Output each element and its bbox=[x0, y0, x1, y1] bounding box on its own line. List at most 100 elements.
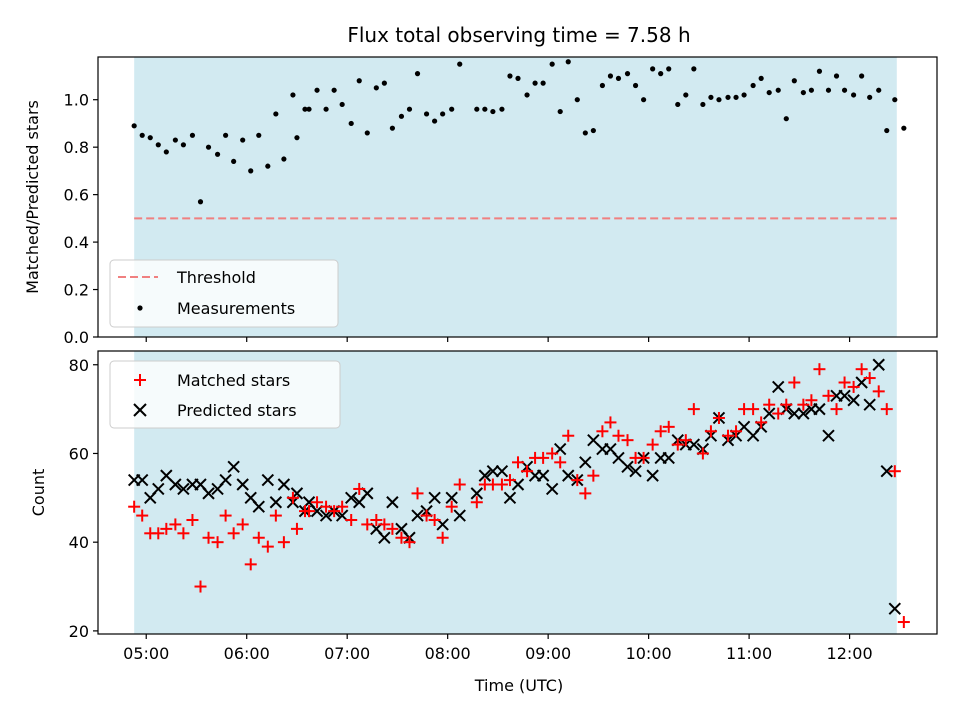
predicted-star-point bbox=[888, 602, 902, 615]
matched-star-point bbox=[797, 398, 810, 411]
predicted-star-point bbox=[428, 491, 441, 505]
measurement-point bbox=[808, 87, 815, 93]
matched-star-point bbox=[269, 509, 282, 522]
measurement-point bbox=[515, 75, 521, 81]
measurement-point bbox=[800, 89, 806, 96]
measurement-point bbox=[507, 73, 513, 79]
predicted-star-point bbox=[495, 465, 509, 478]
legend-box bbox=[109, 360, 341, 429]
measurement-point bbox=[716, 97, 722, 103]
measurement-point bbox=[632, 82, 639, 89]
matched-star-point bbox=[562, 429, 575, 442]
measurement-point bbox=[758, 75, 764, 81]
x-axis-ticks bbox=[145, 337, 851, 342]
matched-star-point bbox=[445, 500, 458, 513]
measurement-point bbox=[414, 71, 421, 77]
matched-star-point bbox=[654, 425, 667, 438]
matched-star-point bbox=[453, 478, 466, 491]
matched-star-point bbox=[646, 438, 659, 451]
predicted-star-point bbox=[813, 402, 826, 416]
measurement-point bbox=[650, 66, 656, 72]
matched-star-point bbox=[336, 500, 349, 513]
matched-star-point bbox=[361, 518, 374, 531]
matched-star-point bbox=[838, 376, 851, 389]
measurement-point bbox=[851, 92, 857, 98]
plot-frame bbox=[97, 56, 938, 338]
matched-star-point bbox=[621, 434, 634, 447]
count-panel: 20 40 60 80 05:00 06:00 07:00 08:00 09:00 10:00 1… bbox=[29, 350, 938, 695]
matched-star-point bbox=[252, 531, 265, 544]
y-tick-label: 0.0 bbox=[64, 328, 89, 347]
matched-star-point bbox=[152, 527, 165, 540]
measurement-point bbox=[457, 61, 463, 67]
measurement-point bbox=[750, 82, 756, 89]
matched-star-point bbox=[847, 380, 860, 393]
measurement-point bbox=[666, 66, 672, 72]
measurement-point bbox=[131, 123, 137, 129]
measurement-point bbox=[306, 106, 312, 112]
predicted-star-point bbox=[863, 398, 876, 411]
predicted-star-point bbox=[838, 389, 851, 403]
matched-star-point bbox=[160, 522, 173, 535]
matched-star-point bbox=[671, 438, 684, 451]
legend-measurements-label: Measurements bbox=[177, 299, 295, 318]
measurement-point bbox=[189, 132, 196, 138]
predicted-star-point bbox=[629, 465, 642, 478]
matched-star-point bbox=[470, 496, 483, 509]
measurement-point bbox=[607, 73, 614, 79]
x-tick-label: 12:00 bbox=[827, 644, 873, 663]
plot-frame bbox=[97, 350, 938, 635]
predicted-star-point bbox=[880, 465, 893, 478]
matched-star-point bbox=[596, 425, 609, 438]
matched-star-point bbox=[177, 527, 190, 540]
measurement-point bbox=[197, 199, 204, 205]
measurement-point bbox=[265, 163, 271, 169]
measurement-point bbox=[658, 71, 664, 77]
matched-star-point bbox=[730, 425, 743, 438]
matched-star-point bbox=[211, 536, 224, 549]
measurement-point bbox=[565, 59, 571, 65]
predicted-star-point bbox=[579, 456, 592, 469]
matched-star-point bbox=[813, 363, 826, 376]
measurement-point bbox=[240, 137, 246, 143]
measurement-point bbox=[691, 66, 697, 72]
measurement-point bbox=[398, 113, 405, 119]
measurement-point bbox=[816, 68, 823, 74]
predicted-star-point bbox=[269, 496, 283, 509]
measurement-point bbox=[641, 97, 647, 103]
matched-star-point bbox=[637, 451, 650, 464]
measurement-point bbox=[348, 120, 354, 127]
x-tick-label: 09:00 bbox=[525, 644, 571, 663]
legend-box bbox=[109, 259, 339, 328]
predicted-star-point bbox=[453, 509, 466, 522]
measurement-point bbox=[532, 80, 538, 86]
measurement-point bbox=[741, 92, 747, 98]
predicted-star-point bbox=[662, 451, 675, 465]
matched-star-point bbox=[290, 522, 303, 535]
predicted-star-point bbox=[762, 407, 776, 420]
measurement-point bbox=[859, 73, 865, 79]
measurement-point bbox=[892, 97, 898, 103]
predicted-star-point bbox=[536, 469, 550, 482]
matched-star-point bbox=[579, 487, 592, 500]
matched-star-point bbox=[704, 425, 717, 438]
measurement-point bbox=[406, 106, 413, 112]
matched-star-point bbox=[712, 411, 725, 424]
matched-star-point bbox=[286, 491, 299, 504]
measurement-point bbox=[155, 142, 161, 148]
matched-star-point bbox=[888, 465, 901, 478]
legend: Threshold Measurements bbox=[109, 259, 339, 328]
predicted-star-point bbox=[445, 491, 458, 505]
predicted-stars-points bbox=[127, 358, 902, 615]
matched-star-point bbox=[537, 451, 550, 464]
legend-matched-label: Matched stars bbox=[177, 371, 290, 390]
measurement-point bbox=[423, 111, 430, 117]
measurement-point bbox=[733, 94, 739, 100]
matched-star-point bbox=[420, 509, 433, 522]
matched-star-point bbox=[436, 531, 449, 544]
measurement-point bbox=[590, 127, 596, 134]
y-tick-label: 20 bbox=[69, 622, 89, 641]
measurement-point bbox=[205, 144, 212, 150]
matched-star-point bbox=[772, 407, 785, 420]
measurement-point bbox=[524, 92, 530, 98]
